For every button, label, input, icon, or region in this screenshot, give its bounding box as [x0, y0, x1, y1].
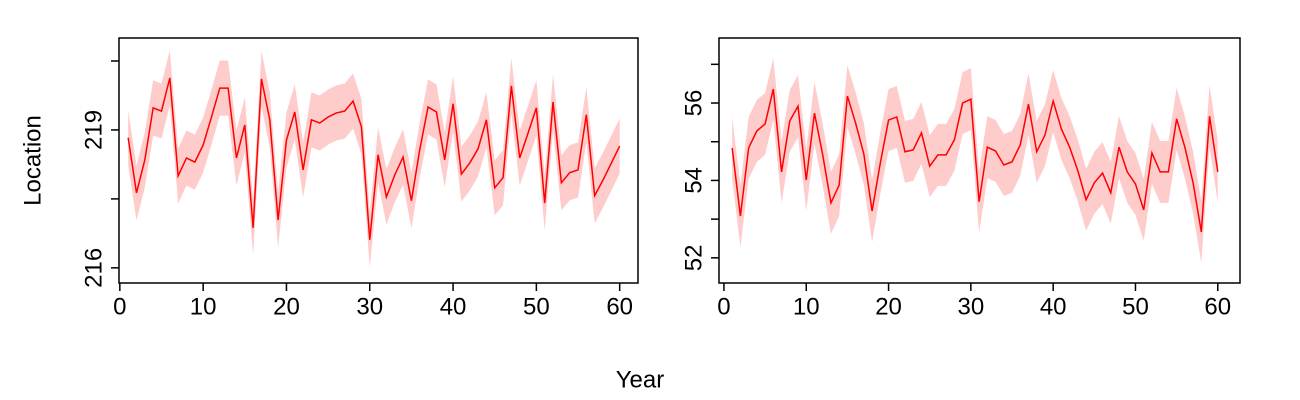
x-tick-label: 60 — [1204, 293, 1231, 320]
y-tick-label: 52 — [680, 244, 707, 271]
x-tick-label: 0 — [717, 293, 730, 320]
x-tick-label: 50 — [1122, 293, 1149, 320]
x-tick-label: 50 — [523, 293, 550, 320]
x-tick-label: 20 — [273, 293, 300, 320]
x-tick-label: 20 — [875, 293, 902, 320]
y-tick-label: 56 — [680, 90, 707, 117]
x-tick-label: 10 — [793, 293, 820, 320]
x-tick-label: 30 — [958, 293, 985, 320]
y-tick-label: 219 — [80, 110, 107, 150]
confidence-band — [128, 50, 620, 268]
x-tick-label: 40 — [440, 293, 467, 320]
x-tick-label: 60 — [606, 293, 633, 320]
plot-frame — [718, 37, 1241, 284]
x-tick-label: 10 — [190, 293, 217, 320]
line — [731, 88, 1219, 233]
y-tick-label: 216 — [80, 248, 107, 288]
x-axis-label: Year — [616, 366, 665, 393]
x-tick-label: 0 — [113, 293, 126, 320]
plot-frame — [118, 37, 639, 284]
x-tick-label: 30 — [356, 293, 383, 320]
x-tick-label: 40 — [1040, 293, 1067, 320]
y-tick-label: 54 — [680, 167, 707, 194]
y-axis-label: Location — [19, 115, 46, 206]
line — [127, 77, 621, 240]
confidence-band — [732, 58, 1218, 263]
